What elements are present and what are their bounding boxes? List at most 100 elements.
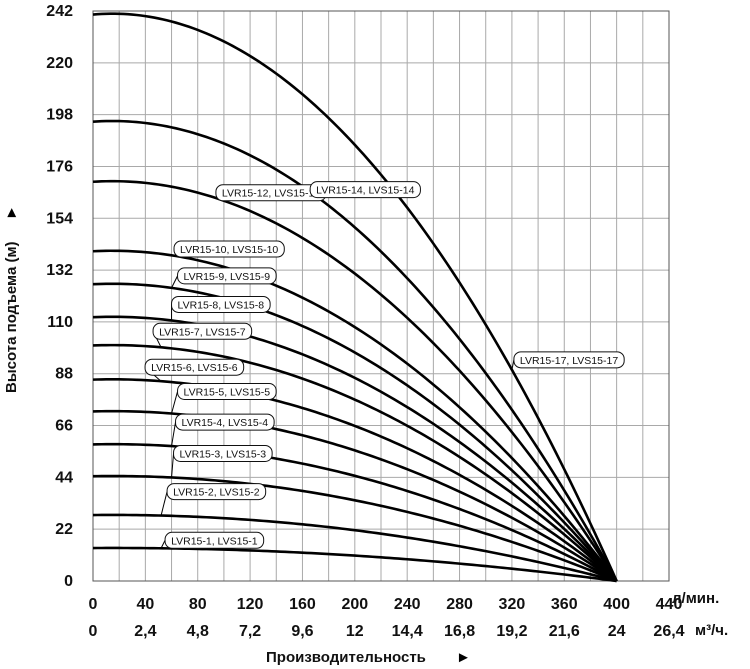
curve-label-text: LVR15-8, LVS15-8 — [178, 299, 265, 311]
curve-label: LVR15-2, LVS15-2 — [160, 483, 267, 516]
curve-label: LVR15-12, LVS15-12 — [215, 184, 327, 202]
curve-label-box — [175, 413, 275, 431]
curve-labels: LVR15-1, LVS15-1 LVR15-2, LVS15-2 LVR15-3,… — [144, 181, 625, 549]
x-tick-label: 240 — [394, 596, 421, 613]
curve-label-box — [309, 181, 421, 199]
performance-curve — [92, 282, 618, 582]
performance-curve — [92, 315, 618, 582]
label-leader — [160, 491, 168, 516]
label-leader — [171, 391, 179, 414]
y-tick-label: 132 — [46, 262, 73, 279]
performance-curve — [92, 378, 618, 583]
y-tick-label: 198 — [46, 107, 73, 124]
performance-curves — [92, 12, 618, 583]
x2-tick-label: 14,4 — [392, 623, 423, 640]
y-tick-label: 110 — [47, 314, 73, 331]
curve-label-text: LVR15-9, LVS15-9 — [184, 271, 271, 283]
x2-tick-label: 7,2 — [239, 623, 261, 640]
curve-label-text: LVR15-14, LVS15-14 — [316, 185, 414, 197]
x-axis-title: Производительность — [266, 649, 426, 666]
x2-tick-label: 2,4 — [134, 623, 156, 640]
curve-label-text: LVR15-17, LVS15-17 — [520, 355, 618, 367]
curve-label: LVR15-14, LVS15-14 — [309, 181, 421, 199]
curve-label-text: LVR15-3, LVS15-3 — [180, 448, 267, 460]
x-tick-label: 80 — [189, 596, 207, 613]
curve-label-box — [173, 240, 285, 258]
y-tick-label: 176 — [46, 158, 73, 175]
y-tick-label: 66 — [55, 418, 73, 435]
x-tick-label: 320 — [499, 596, 526, 613]
y-axis-arrow: ► — [3, 205, 20, 220]
curve-label-box — [144, 358, 245, 376]
curve-label: LVR15-6, LVS15-6 — [144, 358, 245, 382]
y-tick-label: 0 — [64, 573, 73, 590]
x2-tick-label: 19,2 — [496, 623, 527, 640]
curve-label-text: LVR15-2, LVS15-2 — [173, 487, 260, 499]
x-tick-label: 400 — [603, 596, 630, 613]
x-tick-label: 200 — [341, 596, 368, 613]
curve-label: LVR15-1, LVS15-1 — [160, 531, 265, 549]
label-leader — [171, 275, 178, 289]
curve-label-box — [164, 531, 265, 549]
x2-tick-label: 24 — [608, 623, 626, 640]
curve-label-text: LVR15-10, LVS15-10 — [180, 244, 278, 256]
y-tick-label: 242 — [46, 3, 73, 20]
x-tick-label: 0 — [89, 596, 98, 613]
performance-curve — [92, 119, 618, 582]
x2-tick-label: 21,6 — [549, 623, 580, 640]
curve-label: LVR15-7, LVS15-7 — [152, 322, 253, 348]
performance-curve — [92, 179, 618, 582]
x2-tick-label: 26,4 — [653, 623, 684, 640]
x2-tick-label: 16,8 — [444, 623, 475, 640]
curve-label: LVR15-4, LVS15-4 — [171, 413, 275, 447]
label-leader — [160, 540, 166, 549]
curve-label-box — [152, 322, 253, 340]
x-tick-label: 120 — [237, 596, 264, 613]
y-tick-label: 220 — [46, 55, 73, 72]
curve-label-box — [166, 483, 267, 501]
curve-label-text: LVR15-7, LVS15-7 — [159, 326, 246, 338]
x-tick-label: 40 — [136, 596, 154, 613]
y-axis-title: Высота подъема (м) — [3, 241, 20, 393]
curve-label-text: LVR15-4, LVS15-4 — [182, 417, 269, 429]
curve-label: LVR15-5, LVS15-5 — [171, 382, 277, 414]
performance-curve — [92, 343, 618, 582]
curve-label-text: LVR15-1, LVS15-1 — [171, 535, 258, 547]
curve-label-box — [513, 351, 625, 369]
x2-tick-label: 9,6 — [291, 623, 313, 640]
curve-label-box — [171, 295, 271, 313]
x2-unit-label: м³/ч. — [695, 622, 728, 639]
y-tick-label: 154 — [46, 210, 73, 227]
performance-curve — [92, 513, 617, 583]
x-unit-label: л/мин. — [672, 590, 719, 607]
performance-curve — [92, 474, 618, 583]
curve-label-box — [177, 267, 277, 285]
x2-tick-label: 4,8 — [187, 623, 209, 640]
curve-label: LVR15-9, LVS15-9 — [171, 267, 277, 289]
x-tick-label: 360 — [551, 596, 578, 613]
curve-label-text: LVR15-6, LVS15-6 — [151, 362, 238, 374]
label-leader — [171, 421, 177, 447]
label-leader — [171, 453, 175, 478]
curve-label-box — [177, 382, 277, 400]
x-axis-arrow: ► — [456, 649, 471, 666]
x-tick-label: 440 — [656, 596, 683, 613]
y-tick-label: 88 — [55, 366, 73, 383]
curve-label: LVR15-10, LVS15-10 — [173, 240, 285, 258]
curve-label-box — [173, 444, 273, 462]
x2-tick-label: 0 — [89, 623, 98, 640]
curve-label-text: LVR15-12, LVS15-12 — [222, 188, 320, 200]
y-tick-label: 22 — [55, 521, 73, 538]
performance-curve — [92, 12, 618, 582]
y-tick-label: 44 — [55, 469, 73, 486]
x2-tick-label: 12 — [346, 623, 364, 640]
x-tick-label: 160 — [289, 596, 316, 613]
curve-label-text: LVR15-5, LVS15-5 — [184, 386, 271, 398]
curve-label: LVR15-17, LVS15-17 — [511, 351, 625, 370]
plot-frame — [92, 10, 670, 582]
x-tick-label: 280 — [446, 596, 473, 613]
curve-label: LVR15-3, LVS15-3 — [171, 444, 273, 478]
curve-label: LVR15-8, LVS15-8 — [171, 295, 271, 321]
